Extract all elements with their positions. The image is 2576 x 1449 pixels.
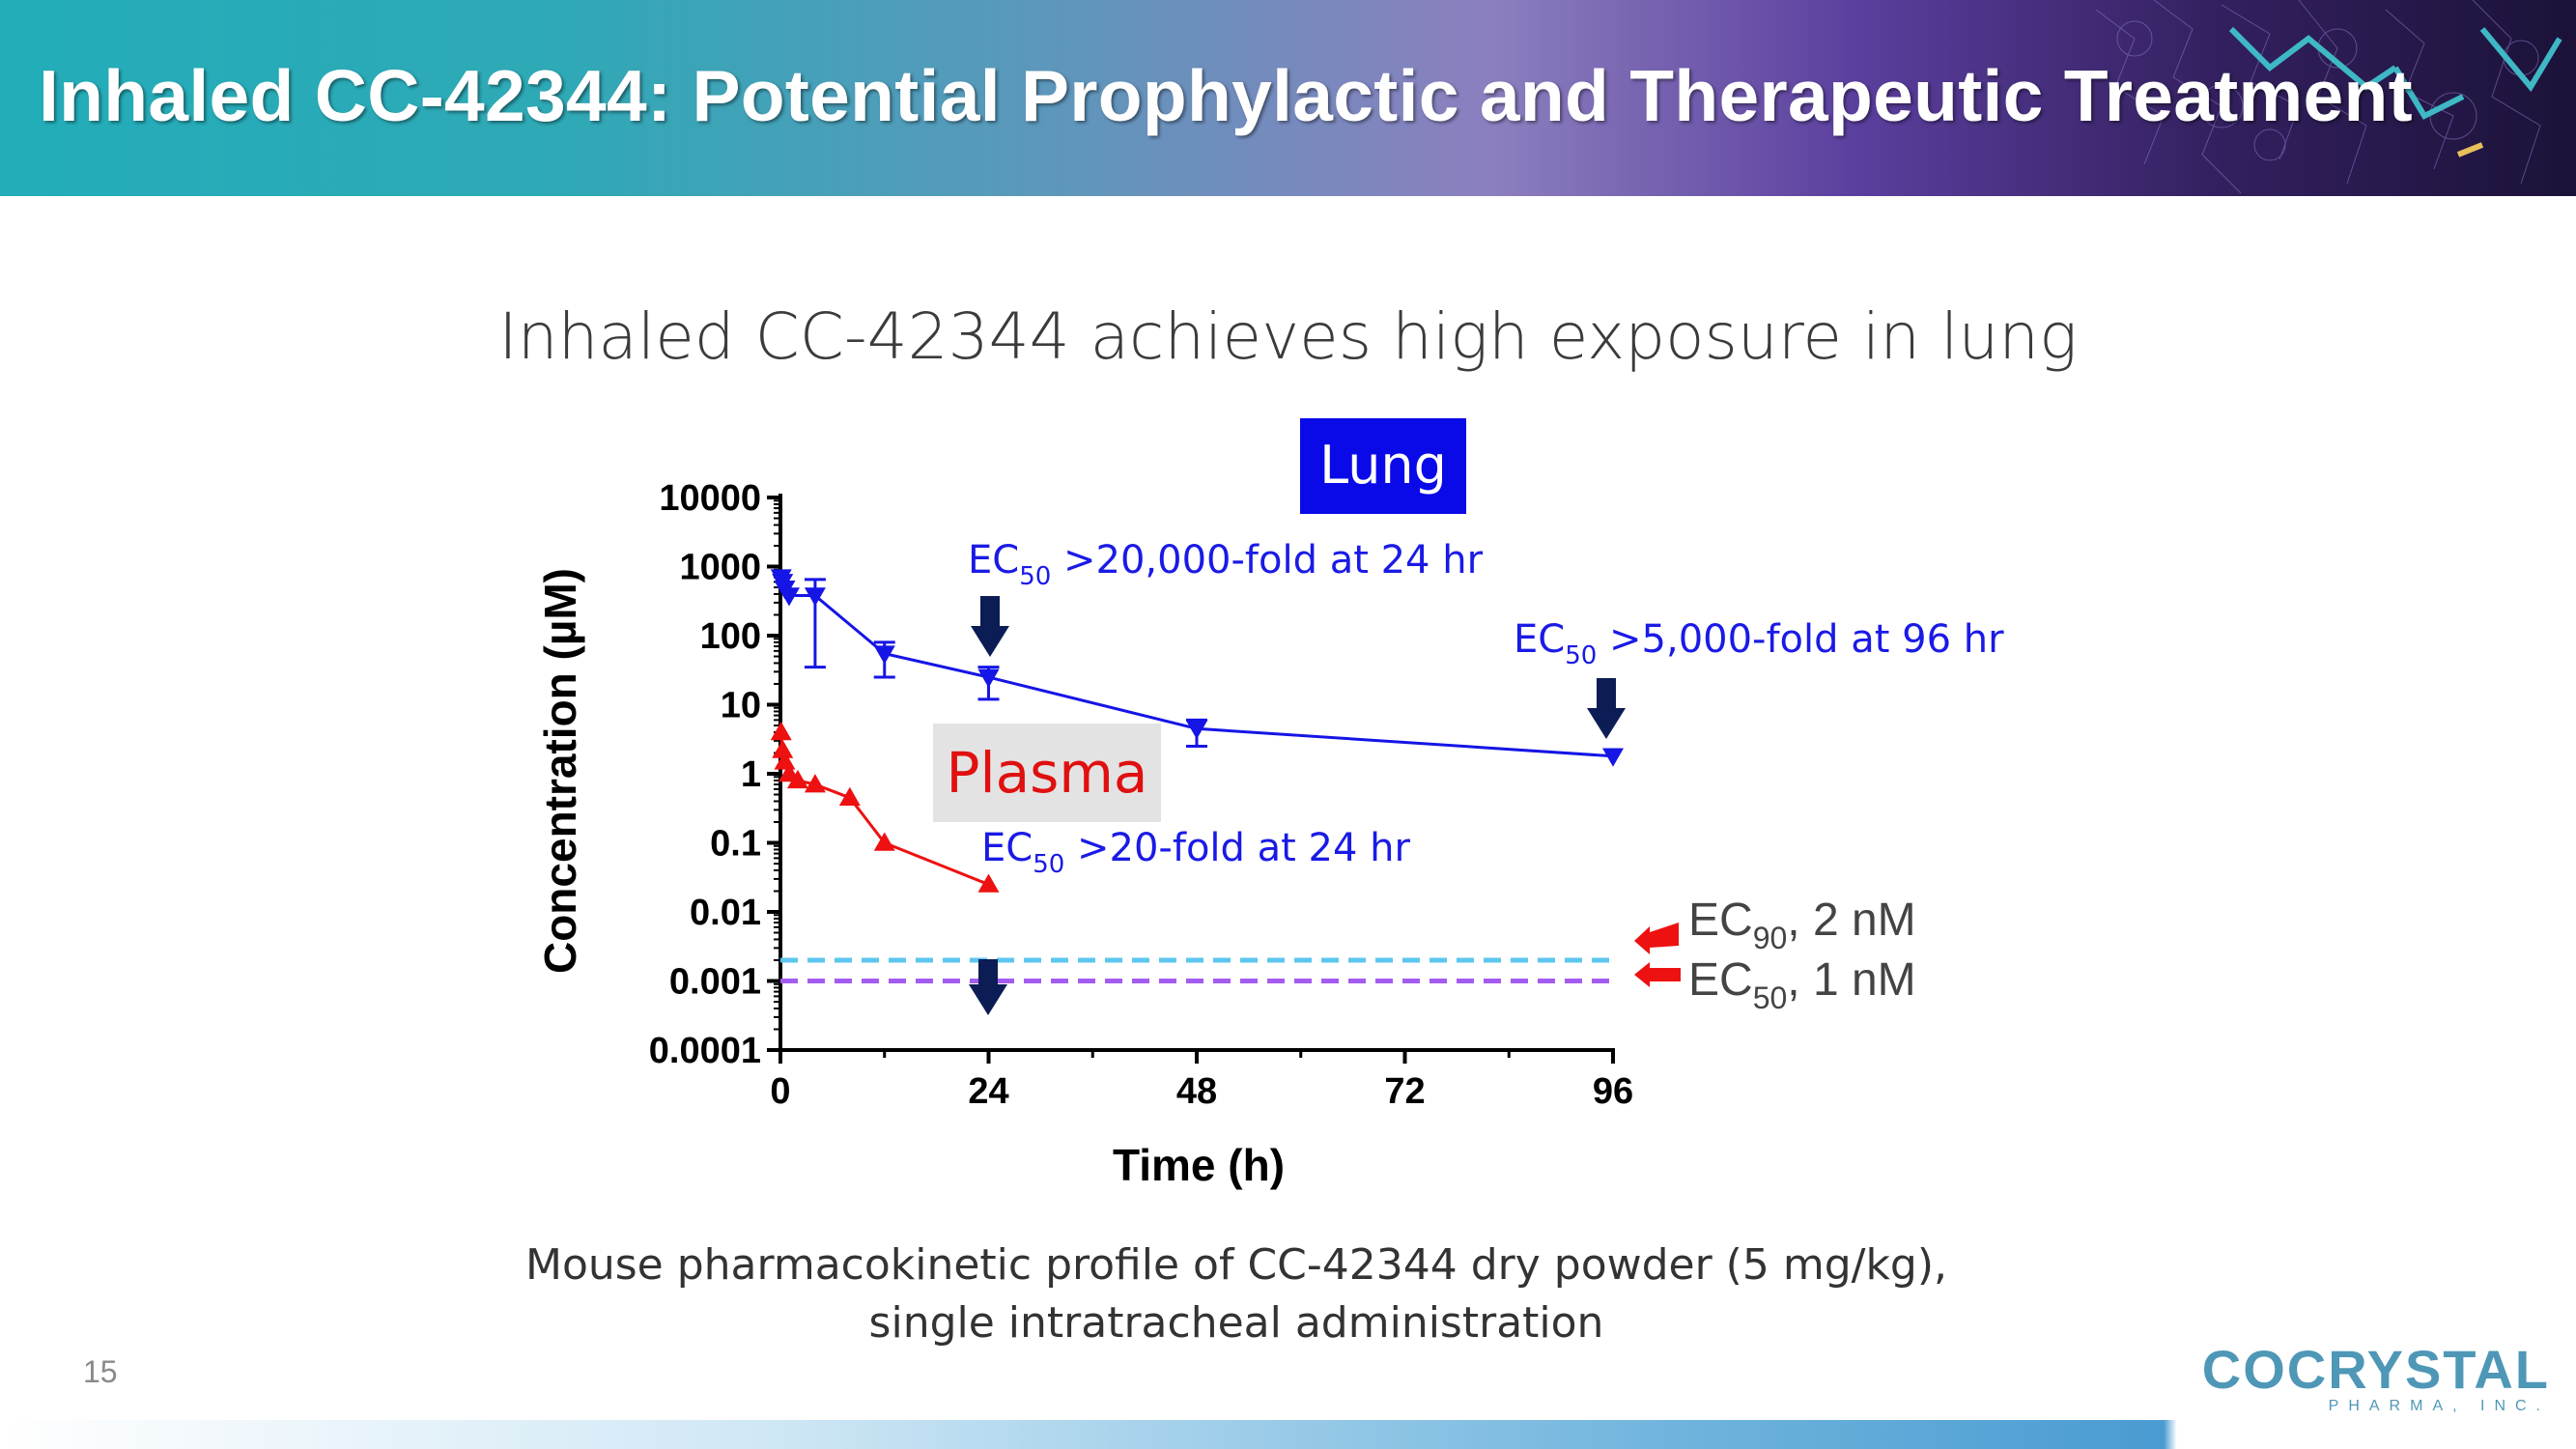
x-tick-label: 24: [968, 1071, 1008, 1112]
y-tick-label: 10: [721, 686, 761, 726]
page-number: 15: [83, 1354, 118, 1389]
plasma-24h-annotation: EC50 >20-fold at 24 hr: [981, 826, 1411, 879]
data-point: [838, 786, 861, 807]
data-point: [772, 739, 794, 758]
lung-96h-annotation: EC50 >5,000-fold at 96 hr: [1514, 617, 2004, 670]
y-tick-label: 0.01: [690, 893, 761, 933]
data-point: [873, 645, 895, 665]
lung-legend-box: [1300, 418, 1466, 514]
chart-caption: Mouse pharmacokinetic profile of CC-4234…: [0, 1236, 2473, 1352]
x-tick-label: 0: [770, 1071, 790, 1112]
plasma-legend-box: [933, 724, 1161, 822]
data-point: [778, 587, 800, 607]
data-point: [977, 668, 1000, 689]
arrow-down-icon: [971, 596, 1009, 657]
caption-line-2: single intratracheal administration: [868, 1298, 1604, 1348]
plasma-legend-label: Plasma: [947, 740, 1148, 806]
y-tick-label: 1: [741, 754, 761, 795]
arrow-left-icon: [1634, 962, 1681, 987]
slide-title: Inhaled CC-42344: Potential Prophylactic…: [39, 55, 2413, 136]
chart-axes: 0.0001 0.001 0.01 0.1 1 10 100 1000 10000 0 24 48 72…: [649, 478, 1633, 1112]
y-tick-label: 1000: [679, 548, 761, 588]
arrow-left-icon: [1634, 923, 1679, 954]
ec50-label: EC50, 1 nM: [1688, 954, 1916, 1015]
y-tick-label: 100: [700, 616, 761, 657]
molecule-pattern: [2095, 0, 2562, 194]
x-tick-label: 96: [1593, 1071, 1633, 1112]
data-point: [1602, 748, 1624, 767]
data-point: [804, 774, 826, 793]
logo-wordmark: COCRYSTAL: [2201, 1339, 2550, 1400]
data-point: [786, 769, 808, 789]
data-point: [770, 721, 792, 741]
y-tick-label: 10000: [659, 478, 761, 519]
y-tick-label: 0.1: [710, 824, 761, 865]
data-point: [873, 832, 895, 851]
reference-lines: [780, 957, 1615, 983]
data-point: [804, 587, 826, 607]
lung-24h-annotation: EC50 >20,000-fold at 24 hr: [968, 538, 1484, 591]
footer-band: [0, 1420, 2576, 1449]
caption-line-1: Mouse pharmacokinetic profile of CC-4234…: [524, 1240, 1948, 1290]
title-banner: Inhaled CC-42344: Potential Prophylactic…: [0, 0, 2576, 196]
arrow-down-icon: [1587, 678, 1626, 739]
chart-series: [770, 569, 1624, 893]
pk-chart: Lung Plasma 0.0001 0.001 0.01 0.1 1 10 100 1000…: [535, 418, 2004, 1190]
x-tick-label: 72: [1384, 1071, 1425, 1112]
logo-subtext: PHARMA, INC.: [2328, 1398, 2550, 1414]
y-tick-label: 0.001: [669, 962, 761, 1003]
data-point: [977, 873, 1000, 893]
y-axis-title: Concentration (µM): [535, 568, 585, 974]
x-tick-label: 48: [1176, 1071, 1217, 1112]
y-tick-label: 0.0001: [649, 1031, 761, 1071]
company-logo: COCRYSTAL PHARMA, INC.: [2193, 1338, 2560, 1415]
ec90-label: EC90, 2 nM: [1688, 895, 1916, 955]
data-point: [1186, 721, 1207, 740]
lung-legend-label: Lung: [1319, 435, 1447, 496]
chart-subtitle: Inhaled CC-42344 achieves high exposure …: [498, 299, 2078, 374]
arrow-down-icon: [969, 959, 1007, 1015]
x-axis-title: Time (h): [1113, 1140, 1285, 1190]
